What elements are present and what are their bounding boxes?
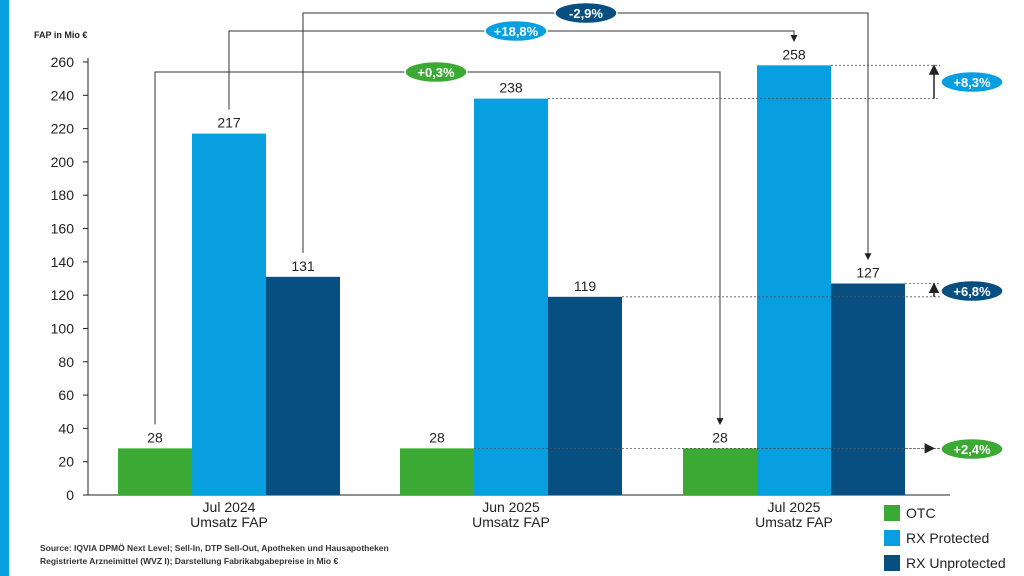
bar — [831, 283, 905, 495]
x-tick-label: Jun 2025 — [482, 499, 540, 515]
legend-item-rx-protected: RX Protected — [884, 525, 1006, 550]
y-tick-label: 160 — [51, 221, 75, 237]
mom-growth-badge — [940, 279, 1004, 303]
x-tick-label: Jul 2024 — [203, 499, 256, 515]
source-note: Source: IQVIA DPMÖ Next Level; Sell-In, … — [40, 542, 389, 568]
data-label: 131 — [291, 258, 315, 274]
source-line-2: Registrierte Arzneimittel (WVZ I); Darst… — [40, 556, 339, 566]
legend-item-rx-unprotected: RX Unprotected — [884, 550, 1006, 575]
bar — [118, 448, 192, 495]
yoy-growth-badge-label: -2,9% — [569, 6, 603, 21]
yoy-growth-badge — [484, 19, 548, 43]
bar — [683, 448, 757, 495]
mom-growth-badge — [940, 437, 1004, 461]
yoy-growth-badge-label: +18,8% — [494, 24, 539, 39]
y-tick-label: 200 — [51, 154, 75, 170]
bar — [266, 276, 340, 495]
y-tick-label: 80 — [58, 354, 74, 370]
legend-swatch-otc — [884, 504, 900, 521]
bar — [757, 65, 831, 495]
bar — [474, 98, 548, 495]
source-line-1: Source: IQVIA DPMÖ Next Level; Sell-In, … — [40, 543, 389, 553]
y-axis-unit-label: FAP in Mio € — [34, 30, 88, 40]
y-tick-label: 120 — [51, 287, 75, 303]
legend-swatch-rx-unprotected — [884, 554, 900, 571]
mom-growth-badge — [940, 70, 1004, 94]
yoy-growth-badge-label: +0,3% — [417, 65, 455, 80]
legend-item-otc: OTC — [884, 500, 1006, 525]
data-label: 238 — [499, 80, 523, 96]
y-tick-label: 180 — [51, 187, 75, 203]
left-accent-bar — [0, 0, 9, 576]
y-tick-label: 60 — [58, 387, 74, 403]
data-label: 217 — [217, 115, 241, 131]
x-tick-label: Umsatz FAP — [190, 514, 268, 530]
data-label: 119 — [574, 278, 597, 294]
data-label: 258 — [782, 46, 806, 62]
yoy-growth-badge — [554, 1, 618, 25]
bar — [192, 133, 266, 495]
data-label: 28 — [429, 429, 445, 445]
bar — [400, 448, 474, 495]
legend-label-rx-protected: RX Protected — [906, 529, 990, 546]
mom-growth-badge-label: +8,3% — [953, 75, 991, 90]
legend-label-rx-unprotected: RX Unprotected — [906, 554, 1006, 571]
chart-legend: OTC RX Protected RX Unprotected — [884, 500, 1006, 575]
y-tick-label: 140 — [51, 254, 75, 270]
y-tick-label: 40 — [58, 420, 74, 436]
legend-label-otc: OTC — [906, 504, 936, 521]
data-label: 127 — [856, 264, 880, 280]
y-tick-label: 20 — [58, 454, 74, 470]
y-tick-label: 240 — [51, 87, 75, 103]
yoy-growth-badge — [404, 60, 468, 84]
bar — [548, 296, 622, 495]
mom-growth-badge-label: +6,8% — [953, 284, 991, 299]
x-tick-label: Umsatz FAP — [472, 514, 550, 530]
y-tick-label: 0 — [66, 487, 74, 503]
mom-growth-badge-label: +2,4% — [953, 442, 991, 457]
yoy-connector-arrow — [228, 30, 798, 110]
y-tick-label: 220 — [51, 121, 75, 137]
x-tick-label: Umsatz FAP — [755, 514, 833, 530]
y-tick-label: 100 — [51, 320, 75, 336]
x-tick-label: Jul 2025 — [768, 499, 821, 515]
y-tick-label: 260 — [51, 54, 75, 70]
data-label: 28 — [712, 429, 728, 445]
legend-swatch-rx-protected — [884, 529, 900, 546]
data-label: 28 — [147, 429, 163, 445]
